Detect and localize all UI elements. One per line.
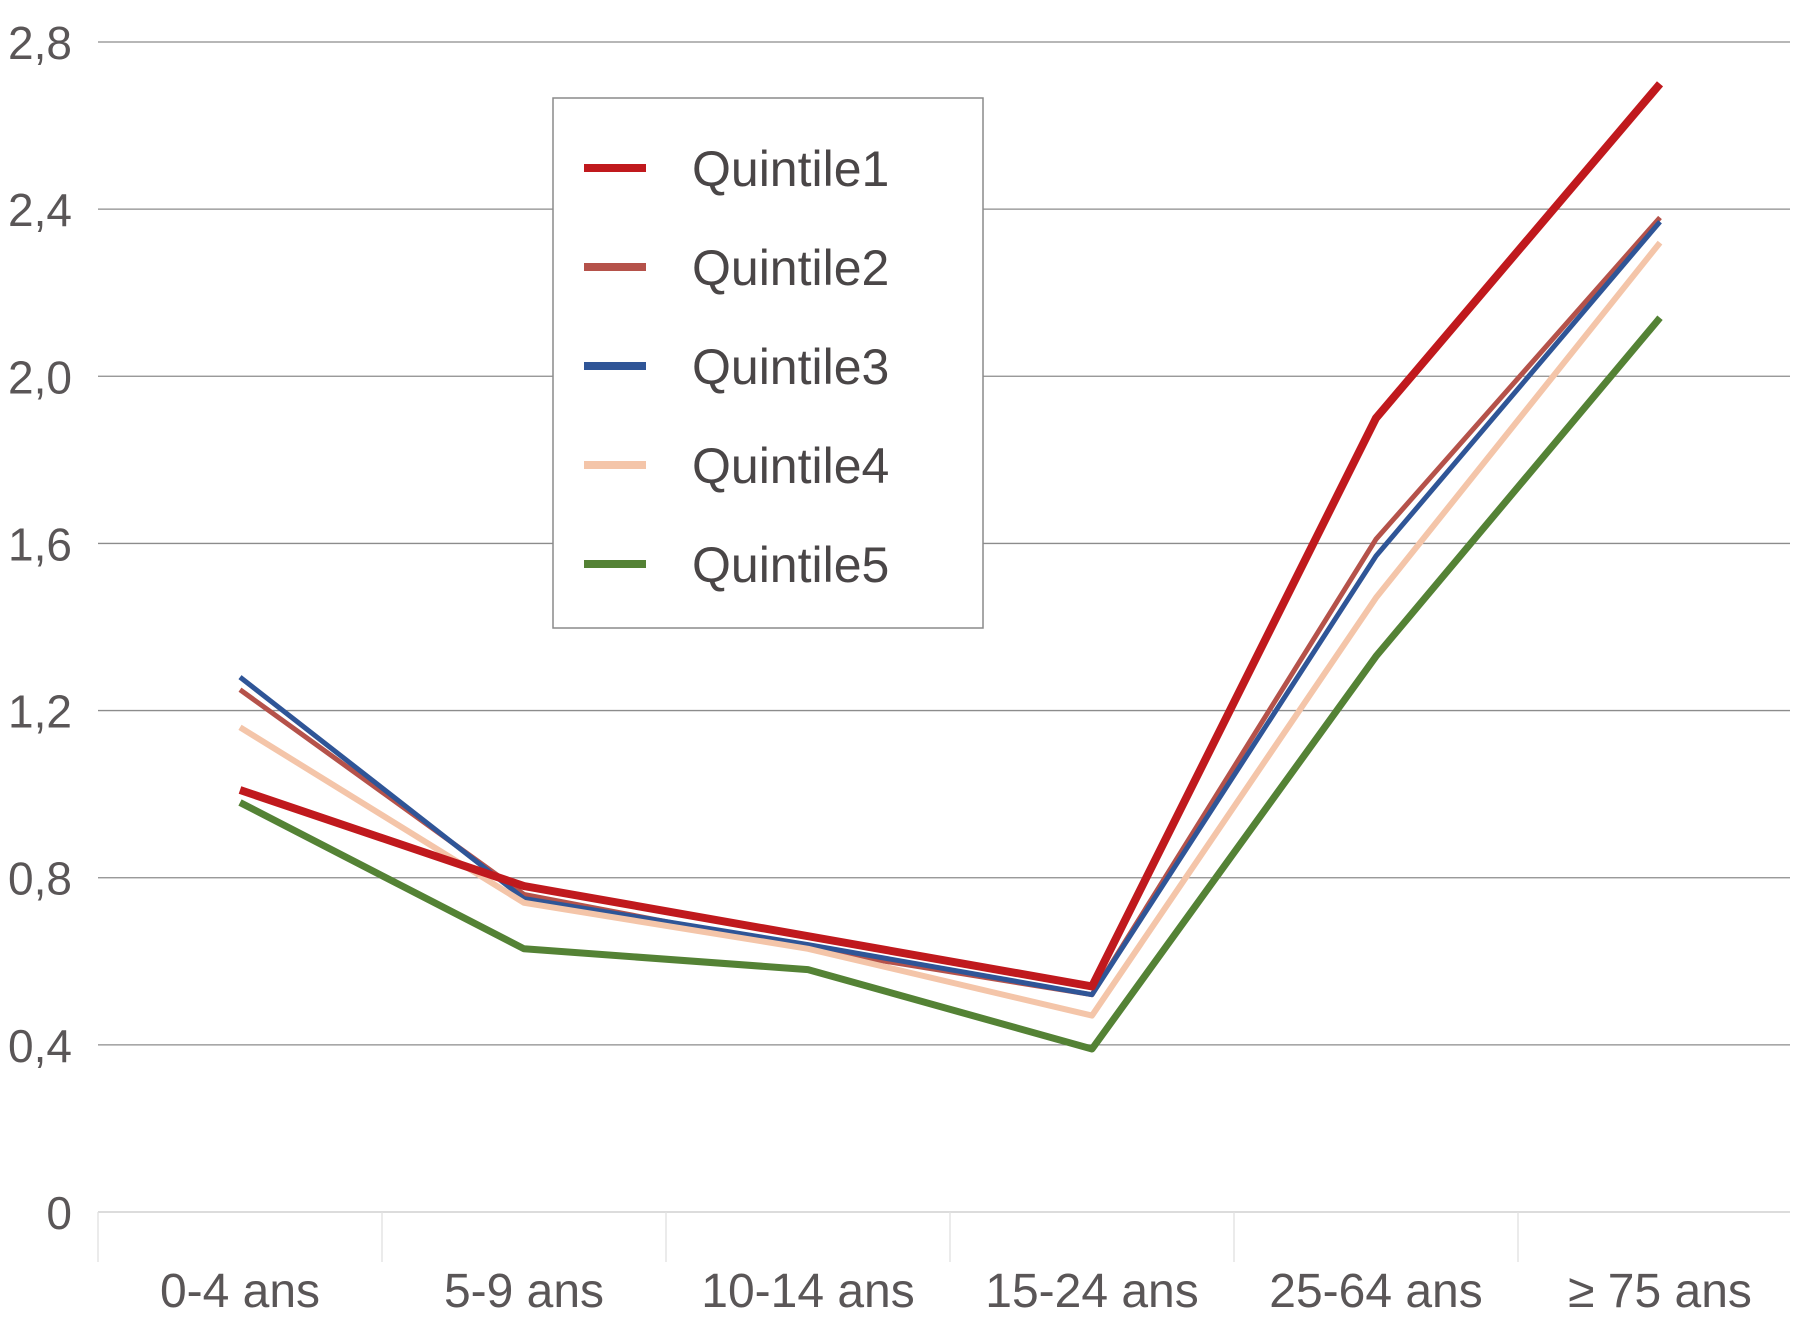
x-axis-ticks: 0-4 ans 5-9 ans 10-14 ans 15-24 ans 25-64 an…: [160, 1265, 1752, 1318]
x-tick-label: 25-64 ans: [1269, 1265, 1483, 1318]
x-tick-label: 5-9 ans: [444, 1265, 604, 1318]
x-tick-label: ≥ 75 ans: [1568, 1265, 1752, 1318]
x-axis-separators: [97, 1212, 1519, 1262]
legend-label: Quintile1: [692, 141, 889, 197]
legend-label: Quintile3: [692, 339, 889, 395]
series-lines: [238, 81, 1664, 1053]
y-axis-ticks: 0 0,4 0,8 1,2 1,6 2,0 2,4 2,8: [8, 17, 72, 1239]
y-tick-label: 1,6: [8, 518, 72, 570]
legend-label: Quintile2: [692, 240, 889, 296]
series-line: [238, 220, 1662, 998]
x-tick-label: 15-24 ans: [985, 1265, 1199, 1318]
x-tick-label: 10-14 ans: [701, 1265, 915, 1318]
y-tick-label: 0: [46, 1187, 72, 1239]
y-tick-label: 2,8: [8, 17, 72, 69]
y-tick-label: 2,4: [8, 184, 72, 236]
y-tick-label: 2,0: [8, 351, 72, 403]
y-tick-label: 1,2: [8, 686, 72, 738]
legend: Quintile1 Quintile2 Quintile3 Quintile4 Quin…: [552, 97, 984, 629]
y-tick-label: 0,8: [8, 853, 72, 905]
legend-label: Quintile4: [692, 438, 889, 494]
x-tick-label: 0-4 ans: [160, 1265, 320, 1318]
series-line: [238, 315, 1663, 1053]
y-tick-label: 0,4: [8, 1020, 72, 1072]
legend-label: Quintile5: [692, 537, 889, 593]
series-line: [238, 81, 1664, 991]
